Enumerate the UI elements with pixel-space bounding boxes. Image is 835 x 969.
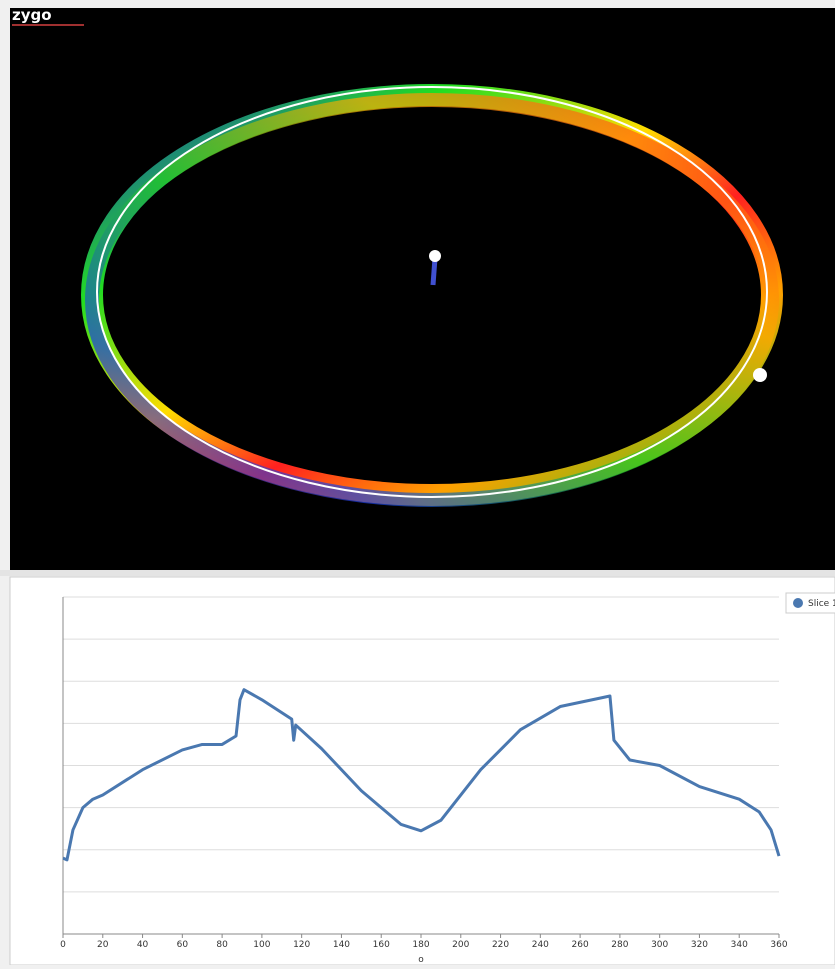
x-tick-label: 300 xyxy=(651,940,668,950)
x-tick-label: 320 xyxy=(691,940,708,950)
x-tick-label: 200 xyxy=(452,940,469,950)
x-tick-label: 20 xyxy=(97,940,109,950)
x-tick-label: 360 xyxy=(770,940,787,950)
x-tick-label: 80 xyxy=(216,940,228,950)
chart-panel xyxy=(10,577,835,965)
app: zygo 0 20 40 60 80 100 120 140 160 180 200 220 240 26… xyxy=(0,0,835,965)
legend-label: Slice 1 xyxy=(808,599,835,609)
x-axis-label: o xyxy=(418,955,424,965)
x-tick-label: 60 xyxy=(177,940,189,950)
x-tick-label: 100 xyxy=(253,940,270,950)
page: zygo 0 20 40 60 80 100 120 140 160 180 200 220 240 26… xyxy=(0,0,835,965)
x-tick-label: 120 xyxy=(293,940,310,950)
x-tick-label: 220 xyxy=(492,940,509,950)
splitter[interactable] xyxy=(0,570,835,576)
x-tick-label: 0 xyxy=(60,940,66,950)
x-tick-label: 180 xyxy=(412,940,429,950)
x-tick-label: 160 xyxy=(373,940,390,950)
axis-marker xyxy=(433,258,435,285)
x-tick-label: 340 xyxy=(731,940,748,950)
x-tick-label: 240 xyxy=(532,940,549,950)
legend-marker xyxy=(793,598,803,608)
x-tick-label: 140 xyxy=(333,940,350,950)
x-tick-label: 280 xyxy=(611,940,628,950)
axis-marker-top xyxy=(429,250,441,262)
logo: zygo xyxy=(12,6,52,24)
x-tick-label: 40 xyxy=(137,940,149,950)
x-tick-label: 260 xyxy=(572,940,589,950)
slice-handle[interactable] xyxy=(753,368,767,382)
